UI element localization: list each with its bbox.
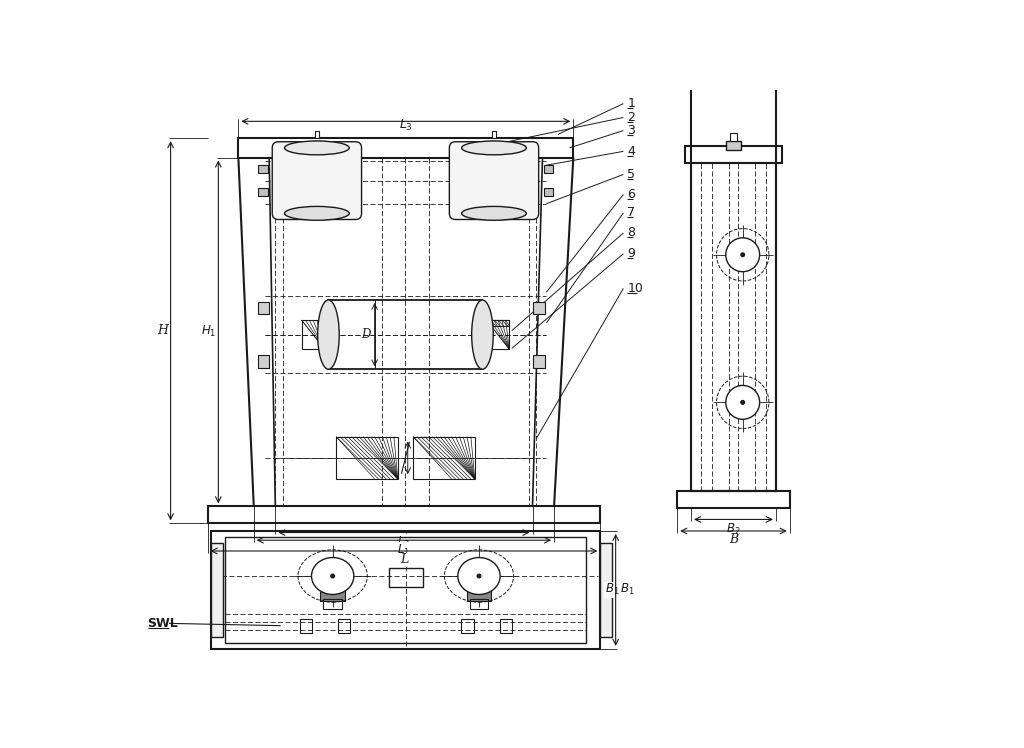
Polygon shape [258, 355, 269, 368]
Bar [338, 619, 350, 633]
Bar [300, 619, 312, 633]
Bar [225, 537, 587, 643]
Bar [745, 251, 754, 259]
Bar [211, 531, 600, 649]
Bar [726, 141, 741, 150]
Bar [389, 568, 423, 586]
Circle shape [740, 400, 744, 404]
Bar [211, 542, 223, 637]
Bar [691, 0, 776, 491]
Text: $H_1$: $H_1$ [201, 325, 216, 340]
Text: 9: 9 [628, 248, 635, 260]
Bar [313, 141, 321, 147]
Text: 3: 3 [628, 124, 635, 137]
Bar [732, 399, 739, 406]
Bar [239, 138, 573, 158]
Bar [677, 491, 790, 508]
Bar [467, 592, 492, 601]
Bar [329, 300, 482, 370]
Bar [486, 320, 509, 349]
Bar [486, 320, 509, 326]
Bar [336, 437, 397, 479]
Text: 10: 10 [628, 282, 643, 295]
Bar [413, 437, 475, 479]
Text: $B_1$: $B_1$ [605, 583, 620, 598]
FancyBboxPatch shape [272, 141, 361, 219]
Text: $L_1$: $L_1$ [397, 542, 411, 557]
Text: B: B [729, 533, 738, 546]
Text: 1: 1 [628, 97, 635, 110]
Ellipse shape [462, 206, 526, 220]
Bar [691, 163, 776, 491]
Bar [324, 599, 342, 609]
Bar [309, 147, 325, 158]
Text: L: L [399, 554, 408, 566]
Bar [321, 592, 345, 601]
Text: 2: 2 [628, 111, 635, 124]
Bar [544, 165, 553, 173]
Text: $B_2$: $B_2$ [726, 522, 740, 537]
Text: $L_2$: $L_2$ [397, 535, 411, 550]
Text: 7: 7 [628, 206, 635, 219]
Ellipse shape [311, 557, 354, 595]
Ellipse shape [458, 557, 500, 595]
Circle shape [740, 253, 744, 257]
Bar [258, 165, 267, 173]
Bar [470, 599, 488, 609]
Bar [486, 147, 502, 158]
Circle shape [477, 574, 481, 578]
Bar [685, 146, 782, 163]
Ellipse shape [285, 206, 349, 220]
Polygon shape [534, 301, 545, 314]
Text: $B_1$: $B_1$ [621, 583, 635, 598]
Polygon shape [534, 355, 545, 368]
Bar [600, 542, 611, 637]
Text: 4: 4 [628, 145, 635, 158]
Text: $L_3$: $L_3$ [399, 118, 413, 133]
Circle shape [331, 574, 335, 578]
Text: 6: 6 [628, 188, 635, 201]
Ellipse shape [472, 300, 494, 370]
Circle shape [726, 385, 760, 420]
Bar [492, 131, 497, 138]
FancyBboxPatch shape [450, 141, 539, 219]
Bar [301, 320, 325, 349]
Ellipse shape [462, 141, 526, 155]
Bar [314, 131, 319, 138]
Polygon shape [258, 301, 269, 314]
Text: H: H [158, 325, 168, 337]
Bar [500, 619, 512, 633]
Text: SWL: SWL [147, 617, 178, 630]
Bar [730, 133, 737, 141]
Bar [208, 506, 600, 524]
Bar [544, 188, 553, 196]
Bar [461, 619, 473, 633]
Text: 5: 5 [628, 168, 635, 181]
Text: 8: 8 [628, 227, 635, 239]
Bar [732, 251, 739, 259]
Text: D: D [361, 328, 371, 341]
Ellipse shape [317, 300, 339, 370]
Bar [745, 399, 754, 406]
Bar [258, 188, 267, 196]
Bar [490, 141, 498, 147]
Circle shape [726, 238, 760, 272]
Ellipse shape [285, 141, 349, 155]
